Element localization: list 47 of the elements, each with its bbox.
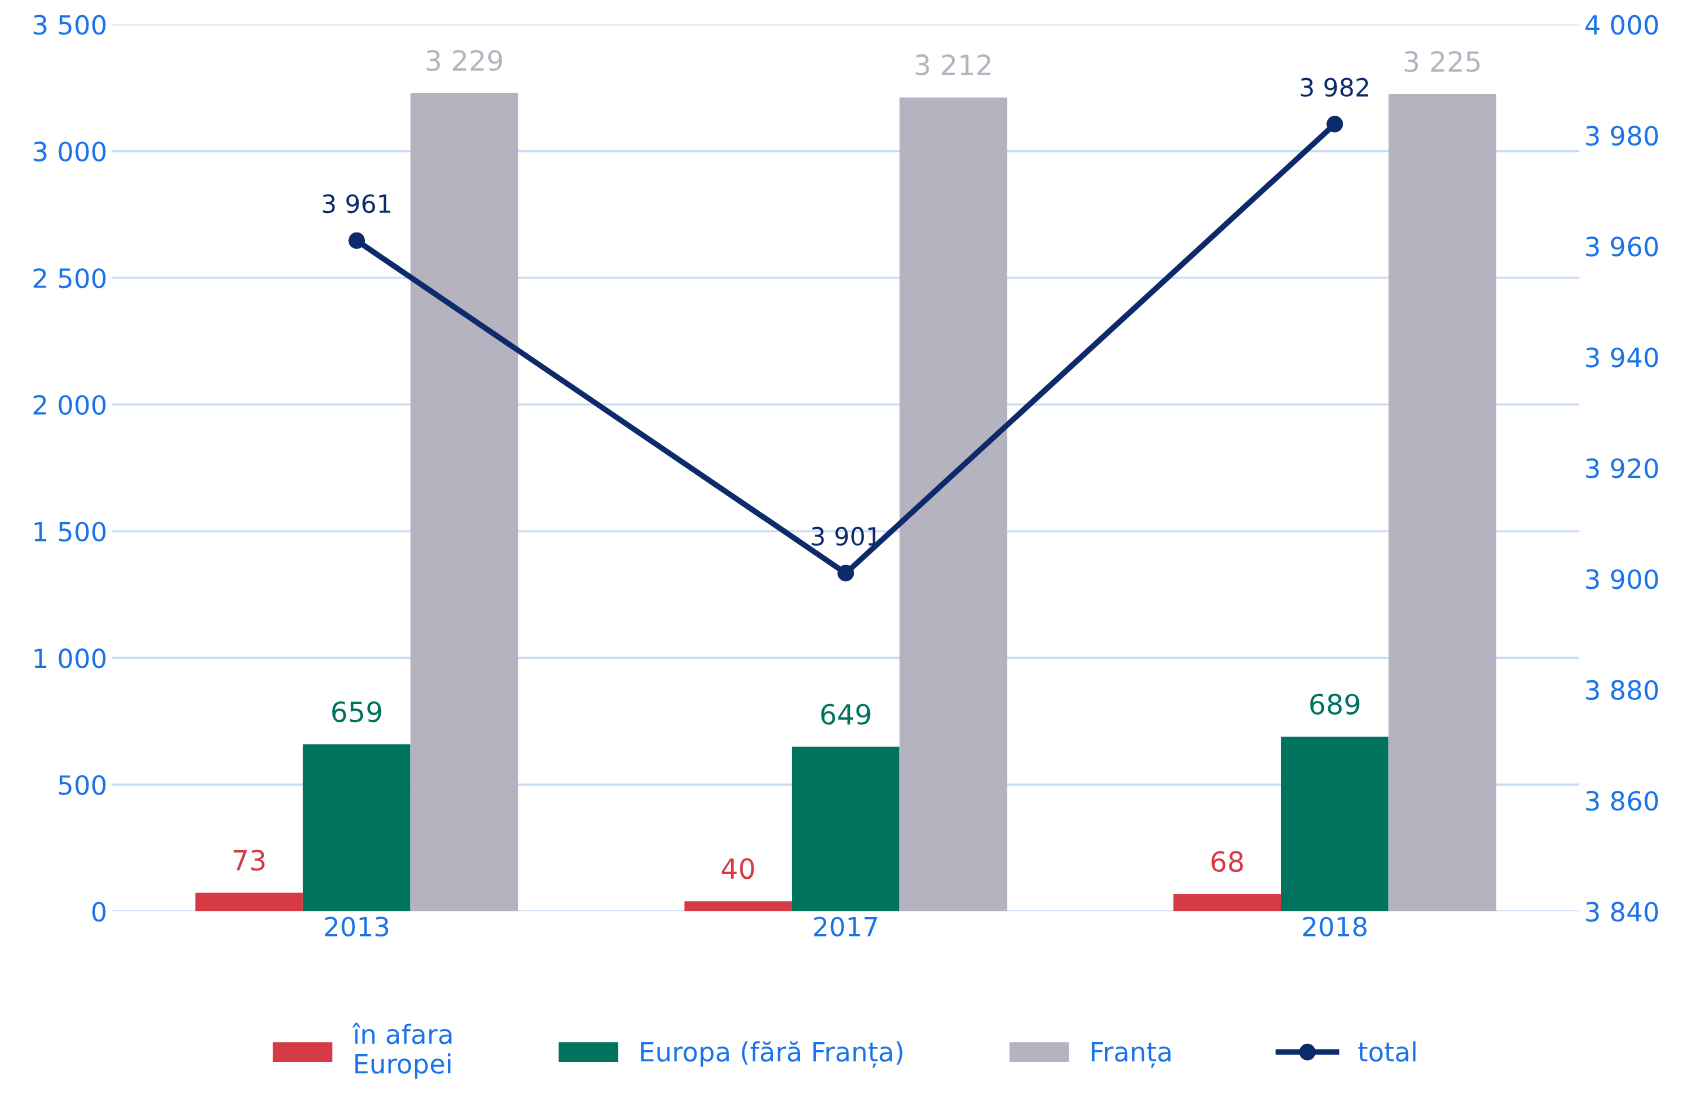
y-tick-label: 1 000 (34, 648, 106, 669)
data-label: 659 (332, 701, 382, 723)
y-tick-label: 3 500 (33, 14, 106, 35)
data-label: 689 (1310, 693, 1360, 715)
bar (302, 744, 411, 912)
y2-tick-label: 3 940 (1586, 347, 1658, 368)
bar (1280, 736, 1389, 912)
data-label: 3 982 (1300, 77, 1369, 97)
data-label: 73 (233, 849, 265, 871)
x-tick-label: 2017 (814, 916, 878, 937)
y-tick-label: 1 500 (34, 521, 106, 542)
bar (684, 901, 792, 912)
legend-label: total (1358, 1041, 1416, 1062)
y-tick-label: 2 000 (33, 394, 106, 415)
bar (791, 746, 900, 912)
bar (899, 97, 1008, 912)
y2-tick-label: 3 880 (1586, 680, 1658, 700)
legend-label: Franța (1091, 1042, 1171, 1068)
y-tick-label: 2 500 (33, 268, 106, 289)
y-tick-label: 3 000 (33, 141, 106, 162)
y2-tick-label: 3 900 (1586, 569, 1658, 590)
bar (1388, 94, 1497, 912)
data-label: 68 (1211, 851, 1243, 873)
y-tick-label: 0 (92, 901, 106, 922)
y2-tick-label: 3 860 (1586, 790, 1658, 811)
bar (195, 892, 303, 912)
data-label: 3 229 (426, 50, 503, 72)
y2-tick-label: 3 980 (1586, 125, 1658, 146)
x-tick-label: 2013 (325, 916, 389, 937)
y2-tick-label: 4 000 (1585, 14, 1658, 35)
y2-tick-label: 3 840 (1586, 901, 1658, 922)
data-label: 3 225 (1404, 51, 1480, 73)
point (1326, 115, 1344, 133)
bar (1173, 894, 1281, 912)
data-label: 40 (721, 858, 754, 880)
point (348, 232, 366, 249)
legend-label: în afara Europei (352, 1022, 452, 1079)
data-label: 3 212 (915, 54, 991, 76)
x-tick-label: 2018 (1303, 916, 1367, 937)
data-label: 649 (821, 703, 871, 725)
y-tick-label: 500 (59, 775, 106, 796)
y2-tick-label: 3 960 (1586, 236, 1658, 257)
bar (410, 93, 519, 912)
y2-tick-label: 3 920 (1586, 458, 1658, 479)
data-label: 3 961 (322, 194, 391, 214)
legend-label: Europa (fără Franța) (641, 1041, 903, 1068)
point (837, 564, 855, 582)
